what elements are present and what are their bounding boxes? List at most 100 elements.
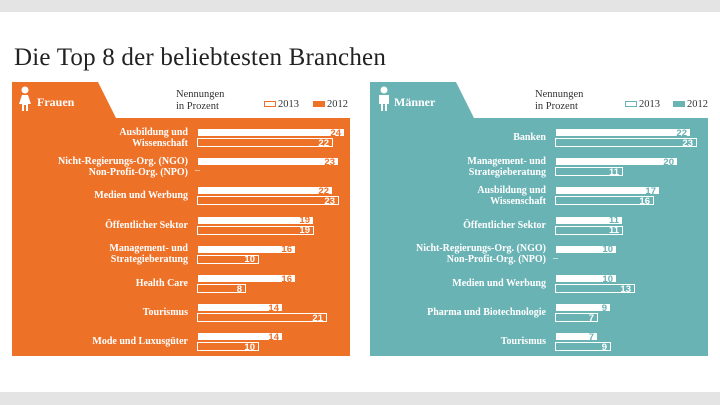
legend-label-2012: 2012 <box>327 99 348 110</box>
women-bar-value-2012: 19 <box>299 225 310 237</box>
women-bar-value-2012: 10 <box>244 254 255 266</box>
women-bar-value-2013: 24 <box>330 127 341 139</box>
men-bar-value-2012: 9 <box>601 341 607 353</box>
men-bar-value-2013: 10 <box>602 273 613 285</box>
women-tab-label: Frauen <box>37 95 75 109</box>
women-bar-value-2013: 14 <box>268 302 279 314</box>
women-units-label: Nennungen in Prozent <box>176 89 224 113</box>
men-bar-2012 <box>555 284 635 293</box>
women-bar-2013 <box>197 303 283 313</box>
men-bar-value-2012: 11 <box>608 166 619 178</box>
men-legend-2013: 2013 <box>625 99 660 110</box>
women-bar-value-2013: 16 <box>281 244 292 256</box>
women-bar-value-2013: 14 <box>268 331 279 343</box>
women-bar-2012 <box>197 138 333 147</box>
men-bar-value-2012: 13 <box>620 283 631 295</box>
women-bar-2012 <box>197 284 246 293</box>
legend-label-2013: 2013 <box>278 99 299 110</box>
men-category-label: Banken <box>513 132 546 143</box>
men-bar-value-2013: 7 <box>588 331 594 343</box>
men-category-label: Öffentlicher Sektor <box>463 219 546 231</box>
women-category-label: Health Care <box>135 278 188 289</box>
women-bar-value-2013: 23 <box>324 156 335 168</box>
women-category-label: Tourismus <box>142 307 188 319</box>
men-bar-value-2013: 11 <box>608 215 619 227</box>
legend-swatch-2012 <box>673 101 685 107</box>
men-bar-value-2013: 17 <box>645 185 656 197</box>
men-bar-2013 <box>555 215 623 225</box>
men-bar-value-2013: 10 <box>602 244 613 256</box>
men-bar-value-2013: 9 <box>601 302 607 314</box>
men-bar-value-2012: 7 <box>588 312 594 324</box>
men-tab-label: Männer <box>394 95 436 109</box>
men-category-label: Medien und Werbung <box>452 278 546 289</box>
men-bar-2012 <box>555 196 654 206</box>
women-bar-2012 <box>197 342 259 352</box>
men-category-label: Tourismus <box>500 336 546 348</box>
women-category-label: Öffentlicher Sektor <box>105 219 188 231</box>
women-bar-2012 <box>197 254 259 264</box>
units-line-1: Nennungen <box>535 89 584 100</box>
men-bar-2013 <box>555 244 617 254</box>
women-legend-2013: 2013 <box>264 99 299 110</box>
legend-label-2013: 2013 <box>639 99 660 110</box>
men-bar-2013 <box>555 186 660 196</box>
women-bar-2013 <box>197 128 345 137</box>
women-bar-2013 <box>197 215 314 225</box>
women-bar-2012 <box>197 313 327 323</box>
men-category-label: Ausbildung und Wissenschaft <box>477 184 546 207</box>
top-grey-strip <box>0 0 720 12</box>
women-bar-2013 <box>197 332 283 342</box>
men-tab <box>370 82 474 118</box>
men-bar-value-2012: 16 <box>639 195 650 207</box>
units-line-2: in Prozent <box>535 101 578 112</box>
men-bar-2012 <box>555 138 697 147</box>
women-bar-2012 <box>197 196 339 206</box>
women-bar-value-2012: 22 <box>318 137 329 149</box>
men-bar-2013 <box>555 303 611 313</box>
men-units-label: Nennungen in Prozent <box>535 89 583 113</box>
women-bar-value-2012: 21 <box>312 312 323 324</box>
men-category-label: Pharma und Biotechnologie <box>427 307 546 319</box>
men-legend-2012: 2012 <box>673 99 708 110</box>
women-bar-value-2013: 16 <box>281 273 292 285</box>
legend-swatch-2013 <box>625 101 637 107</box>
legend-swatch-2013 <box>264 101 276 107</box>
women-bar-value-2012: 8 <box>236 283 242 295</box>
women-bar-value-2012: 23 <box>324 195 335 207</box>
women-category-label: Nicht-Regierungs-Org. (NGO) Non-Profit-Or… <box>58 155 188 178</box>
men-category-label: Management- und Strategieberatung <box>467 155 546 178</box>
men-bar-2012 <box>555 342 611 352</box>
women-chart-panel: Ausbildung und Wissenschaft 24 22 Nicht-Regi… <box>12 118 350 356</box>
women-bar-value-2012: 10 <box>244 341 255 353</box>
men-bar-2013 <box>555 128 691 137</box>
women-bar-value-2013: 19 <box>299 215 310 227</box>
men-bar-2012 <box>555 313 598 323</box>
men-bar-value-2013: 22 <box>676 127 687 139</box>
men-bar-2013 <box>555 332 598 342</box>
women-tab <box>12 82 116 118</box>
men-category-label: Nicht-Regierungs-Org. (NGO) Non-Profit-Or… <box>416 243 546 266</box>
bottom-grey-strip <box>0 392 720 405</box>
page-title: Die Top 8 der beliebtesten Branchen <box>14 44 387 71</box>
men-bar-value-2012: 11 <box>608 225 619 237</box>
units-line-1: Nennungen <box>176 89 225 100</box>
men-bar-value-2013: 20 <box>663 156 674 168</box>
legend-label-2012: 2012 <box>687 99 708 110</box>
men-chart-panel: Banken 22 23 Management- und Strategieberatu… <box>370 118 708 356</box>
women-bar-2013 <box>197 274 296 283</box>
women-category-label: Mode und Luxusgüter <box>92 336 188 348</box>
women-bar-2013 <box>197 244 296 254</box>
women-category-label: Ausbildung und Wissenschaft <box>119 126 188 149</box>
men-bar-2012 <box>555 167 623 177</box>
women-bar-value-2013: 22 <box>318 185 329 197</box>
women-bar-2012 <box>197 225 314 235</box>
men-bar-2012 <box>555 225 623 235</box>
men-bar-2013 <box>555 274 617 283</box>
women-category-label: Management- und Strategieberatung <box>109 243 188 266</box>
units-line-2: in Prozent <box>176 101 219 112</box>
women-category-label: Medien und Werbung <box>94 190 188 202</box>
men-bar-2013 <box>555 157 678 167</box>
women-bar-2013 <box>197 186 333 196</box>
